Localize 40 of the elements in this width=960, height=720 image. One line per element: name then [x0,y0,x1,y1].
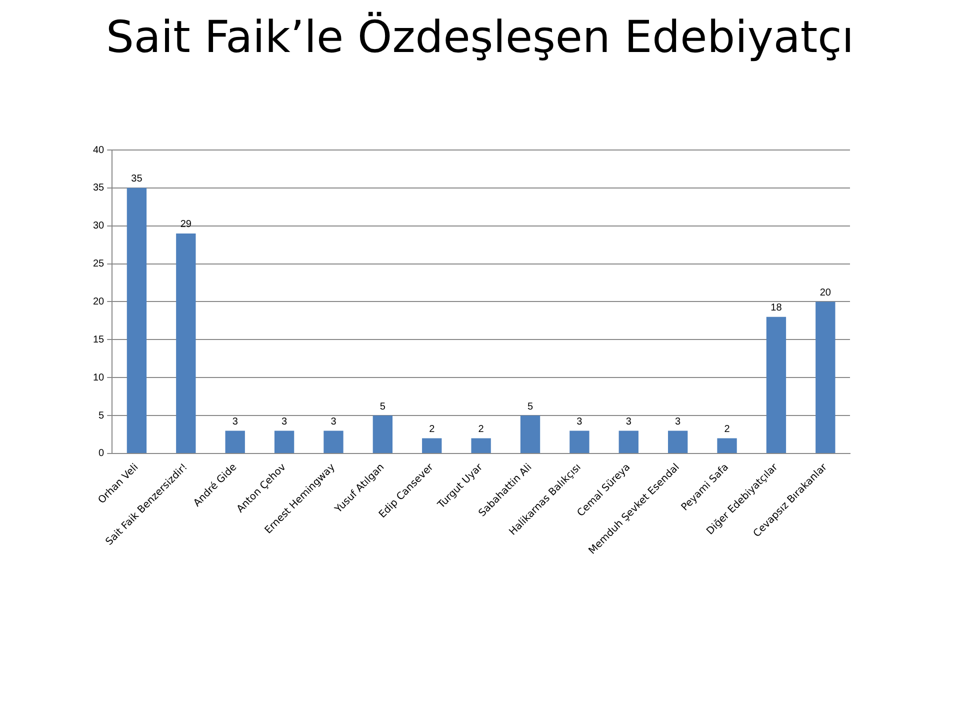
bar [816,302,836,453]
data-label: 35 [131,174,143,185]
data-label: 20 [820,287,832,298]
y-tick-label: 30 [93,220,105,232]
bar [274,430,294,453]
bar [225,430,245,453]
bar [766,316,786,453]
bar [570,430,590,453]
data-label: 3 [576,416,583,428]
data-label: 5 [527,401,534,412]
y-tick-label: 35 [93,182,105,194]
bar [618,430,638,453]
data-label: 2 [724,424,730,436]
data-label: 3 [626,416,632,428]
data-label: 3 [330,416,337,428]
bar [668,430,688,453]
data-label: 3 [675,416,682,428]
bar [176,233,196,453]
y-tick-label: 5 [98,410,105,422]
y-tick-label: 20 [93,296,105,308]
data-label: 5 [380,401,386,412]
y-tick-label: 0 [98,448,105,460]
chart-title: Sait Faik’le Özdeşleşen Edebiyatçı [105,12,855,63]
bar [324,430,344,453]
data-label: 3 [282,416,288,428]
y-tick-label: 40 [93,144,105,156]
bar [471,438,491,453]
bar [372,416,393,453]
data-label: 18 [770,302,782,314]
data-label: 2 [429,424,436,436]
bar [126,188,147,453]
y-tick-label: 15 [93,334,105,346]
bar [422,438,442,453]
y-tick-label: 10 [93,372,105,384]
bar [717,438,737,453]
data-label: 3 [232,416,238,428]
data-label: 2 [478,424,484,436]
bar [520,416,540,453]
data-label: 29 [180,219,192,230]
y-tick-label: 25 [93,258,105,270]
